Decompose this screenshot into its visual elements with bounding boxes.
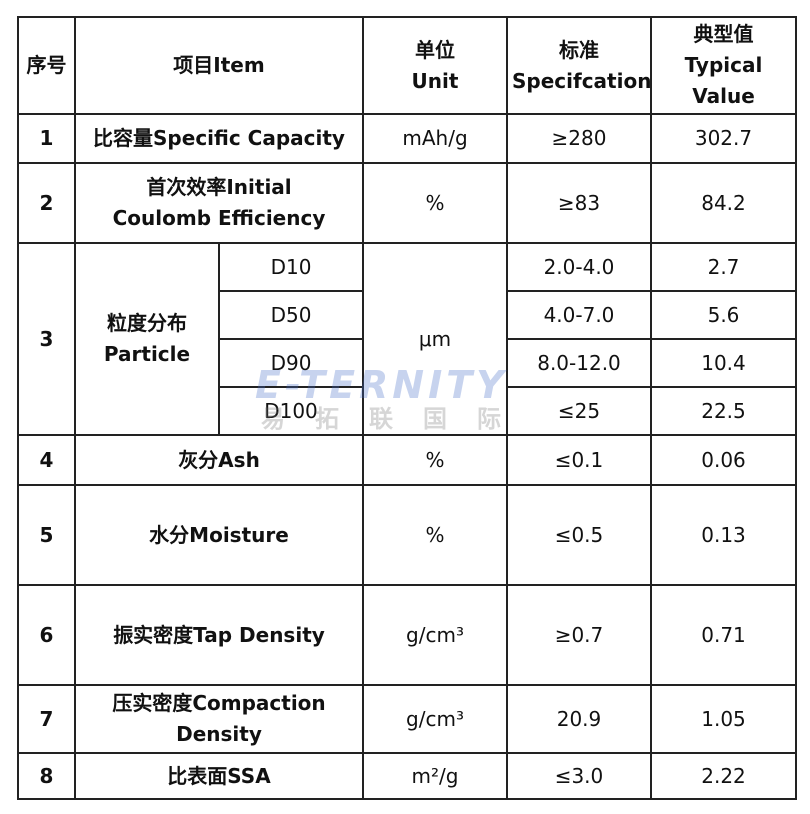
header-line: Value	[692, 84, 755, 108]
cell: %	[362, 162, 508, 244]
header-cell: 典型值 Typical Value	[650, 16, 797, 115]
cell: mAh/g	[362, 113, 508, 164]
cell: 5	[17, 484, 76, 586]
row: 3 粒度分布 Particle D10 μm 2.0-4.0 2.7	[17, 242, 797, 436]
header-line: Specifcation	[512, 68, 652, 93]
row: D90 8.0-12.0 10.4	[18, 338, 797, 388]
cell: 10.4	[650, 338, 797, 388]
header-line: 标准	[559, 37, 599, 62]
cell: D50	[218, 290, 364, 340]
row: 5 水分Moisture % ≤0.5 0.13	[17, 484, 797, 586]
cell: %	[362, 484, 508, 586]
row: 4 灰分Ash % ≤0.1 0.06	[17, 434, 797, 486]
header-line: 单位	[415, 37, 455, 62]
cell: 4.0-7.0	[506, 290, 652, 340]
cell: 7	[17, 684, 76, 754]
cell: 2.7	[650, 242, 797, 292]
cell: 302.7	[650, 113, 797, 164]
header-line: Unit	[411, 68, 459, 93]
spec-table: 序号 项目Item 单位 Unit 标准 Specifcation 典型值 Typic…	[17, 16, 797, 800]
header-cell: 标准 Specifcation	[506, 16, 652, 115]
cell: g/cm³	[362, 684, 508, 754]
cell: 1	[17, 113, 76, 164]
cell: 8	[17, 752, 76, 800]
cell: 灰分Ash	[74, 434, 364, 486]
cell: μm	[362, 242, 508, 436]
row: 2 首次效率Initial Coulomb Efficiency % ≥83 8…	[17, 162, 797, 244]
cell: ≤3.0	[506, 752, 652, 800]
cell: 20.9	[506, 684, 652, 754]
cell: D90	[218, 338, 364, 388]
cell: ≤25	[506, 386, 652, 436]
cell: 1.05	[650, 684, 797, 754]
row: 8 比表面SSA m²/g ≤3.0 2.22	[17, 752, 797, 800]
cell: 首次效率Initial Coulomb Efficiency	[74, 162, 364, 244]
cell: ≤0.5	[506, 484, 652, 586]
cell: 8.0-12.0	[506, 338, 652, 388]
cell: 6	[17, 584, 76, 686]
header-line: Typical	[684, 53, 763, 77]
cell: 粒度分布 Particle	[74, 242, 220, 436]
cell: %	[362, 434, 508, 486]
cell: 比容量Specific Capacity	[74, 113, 364, 164]
cell: 比表面SSA	[74, 752, 364, 800]
cell: 22.5	[650, 386, 797, 436]
cell: ≤0.1	[506, 434, 652, 486]
row: 1 比容量Specific Capacity mAh/g ≥280 302.7	[17, 113, 797, 164]
cell: 3	[17, 242, 76, 436]
header-line: 典型值	[693, 22, 754, 46]
header-cell: 单位 Unit	[362, 16, 508, 115]
cell: D10	[218, 242, 364, 292]
row: D100 ≤25 22.5	[18, 386, 797, 436]
row: 6 振实密度Tap Density g/cm³ ≥0.7 0.71	[17, 584, 797, 686]
cell: ≥83	[506, 162, 652, 244]
cell: 84.2	[650, 162, 797, 244]
cell: m²/g	[362, 752, 508, 800]
cell: 压实密度Compaction Density	[74, 684, 364, 754]
cell: ≥280	[506, 113, 652, 164]
row: D50 4.0-7.0 5.6	[18, 290, 797, 340]
cell: 4	[17, 434, 76, 486]
cell: 2.22	[650, 752, 797, 800]
cell: 2	[17, 162, 76, 244]
cell: 0.13	[650, 484, 797, 586]
item-line: 粒度分布	[107, 311, 187, 335]
cell: D100	[218, 386, 364, 436]
header-row: 序号 项目Item 单位 Unit 标准 Specifcation 典型值 Typic…	[17, 16, 797, 115]
cell: ≥0.7	[506, 584, 652, 686]
item-line: Particle	[103, 342, 191, 366]
cell: 振实密度Tap Density	[74, 584, 364, 686]
cell: 5.6	[650, 290, 797, 340]
cell: 0.71	[650, 584, 797, 686]
cell: 水分Moisture	[74, 484, 364, 586]
header-cell: 项目Item	[74, 16, 364, 115]
row: 7 压实密度Compaction Density g/cm³ 20.9 1.05	[17, 684, 797, 754]
cell: 0.06	[650, 434, 797, 486]
header-cell: 序号	[17, 16, 76, 115]
cell: g/cm³	[362, 584, 508, 686]
cell: 2.0-4.0	[506, 242, 652, 292]
